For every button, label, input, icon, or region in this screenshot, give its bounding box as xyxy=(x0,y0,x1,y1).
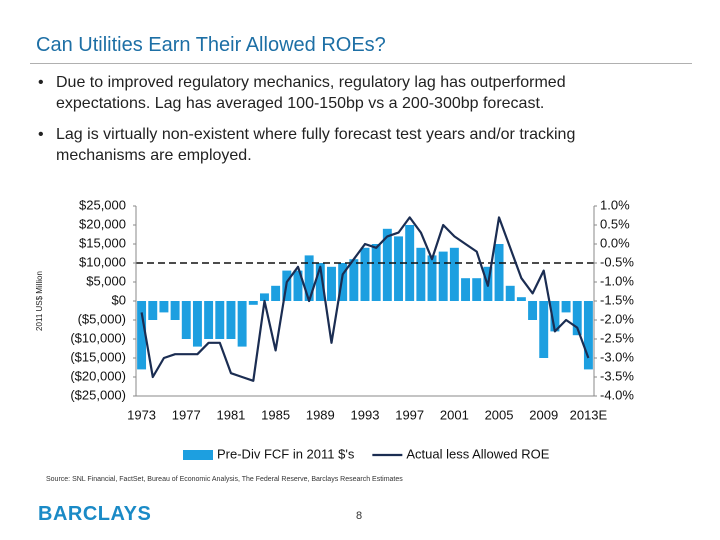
line xyxy=(140,216,590,382)
x-tick-label: 2013E xyxy=(570,407,608,422)
y2-tick-label: -2.5% xyxy=(600,330,634,345)
y-tick-label: ($20,000) xyxy=(70,368,126,383)
bar xyxy=(349,259,359,301)
y-tick-label: ($15,000) xyxy=(70,349,126,364)
y2-tick-label: -4.0% xyxy=(600,387,634,402)
x-tick-label: 2005 xyxy=(485,407,514,422)
x-tick-label: 1993 xyxy=(351,407,380,422)
bar xyxy=(416,247,426,301)
title-rule xyxy=(30,63,692,64)
y2-tick-label: -0.5% xyxy=(600,254,634,269)
x-tick-label: 1997 xyxy=(395,407,424,422)
y2-tick-label: -1.5% xyxy=(600,292,634,307)
bar xyxy=(215,301,225,339)
bar xyxy=(170,301,180,320)
x-tick-label: 1977 xyxy=(172,407,201,422)
bar xyxy=(472,278,482,301)
bar xyxy=(315,263,325,301)
bar xyxy=(516,297,526,301)
logo: BARCLAYS xyxy=(38,503,152,525)
bar xyxy=(271,285,281,301)
y-axis-label: 2011 US$ Million xyxy=(35,271,44,331)
bar xyxy=(382,228,392,301)
y-tick-label: $15,000 xyxy=(79,235,126,250)
bar xyxy=(572,301,582,336)
y-tick-label: $10,000 xyxy=(79,254,126,269)
y-tick-label: ($10,000) xyxy=(70,330,126,345)
bar xyxy=(148,301,158,320)
y-tick-label: $20,000 xyxy=(79,216,126,231)
bar xyxy=(528,301,538,320)
bar xyxy=(449,247,459,301)
bar xyxy=(181,301,191,339)
y-tick-label: $0 xyxy=(112,292,126,307)
bar xyxy=(561,301,571,313)
bar xyxy=(159,301,169,313)
slide-title: Can Utilities Earn Their Allowed ROEs? xyxy=(36,34,386,56)
x-tick-label: 2001 xyxy=(440,407,469,422)
y2-tick-label: -1.0% xyxy=(600,273,634,288)
y2-tick-label: -3.5% xyxy=(600,368,634,383)
y2-tick-label: 0.5% xyxy=(600,216,630,231)
chart: $25,000 $20,000 $15,000 $10,000 $5,000 $0 ($5,… xyxy=(35,197,634,461)
legend-label: Actual less Allowed ROE xyxy=(406,446,549,461)
bar xyxy=(539,301,549,358)
bar xyxy=(550,301,560,332)
bar xyxy=(293,270,303,301)
bar xyxy=(327,266,336,301)
bar xyxy=(583,301,593,370)
x-tick-label: 1985 xyxy=(261,407,290,422)
bar xyxy=(259,293,269,301)
bar xyxy=(226,301,236,339)
bar xyxy=(505,285,515,301)
y-tick-label: ($25,000) xyxy=(70,387,126,402)
y2-tick-label: -3.0% xyxy=(600,349,634,364)
bar xyxy=(427,255,437,301)
bar xyxy=(360,247,370,301)
bar xyxy=(338,263,348,301)
y2-tick-label: 1.0% xyxy=(600,197,630,212)
legend-label: Pre-Div FCF in 2011 $'s xyxy=(217,446,355,461)
bullet: Due to improved regulatory mechanics, re… xyxy=(36,72,656,114)
bar xyxy=(438,251,448,301)
bar xyxy=(192,301,202,347)
bar xyxy=(394,236,403,301)
y-tick-label: $25,000 xyxy=(79,197,126,212)
bar xyxy=(405,225,415,301)
bar xyxy=(304,255,314,301)
y2-tick-label: -2.0% xyxy=(600,311,634,326)
source-note: Source: SNL Financial, FactSet, Bureau o… xyxy=(46,476,403,483)
x-tick-label: 1989 xyxy=(306,407,335,422)
y-tick-label: ($5,000) xyxy=(78,311,126,326)
x-tick-label: 2009 xyxy=(529,407,558,422)
bar xyxy=(137,301,147,370)
bar xyxy=(461,278,471,301)
bar xyxy=(237,301,247,347)
bullet: Lag is virtually non-existent where full… xyxy=(36,124,656,166)
x-tick-label: 1973 xyxy=(127,407,156,422)
y-tick-label: $5,000 xyxy=(86,273,126,288)
bar xyxy=(248,301,258,305)
legend-swatch xyxy=(183,450,213,460)
y2-tick-label: 0.0% xyxy=(600,235,630,250)
x-tick-label: 1981 xyxy=(216,407,245,422)
bar xyxy=(494,244,504,301)
bar xyxy=(371,244,381,301)
bullet-list: Due to improved regulatory mechanics, re… xyxy=(36,72,656,176)
bar xyxy=(204,301,214,339)
page-number: 8 xyxy=(356,510,363,522)
